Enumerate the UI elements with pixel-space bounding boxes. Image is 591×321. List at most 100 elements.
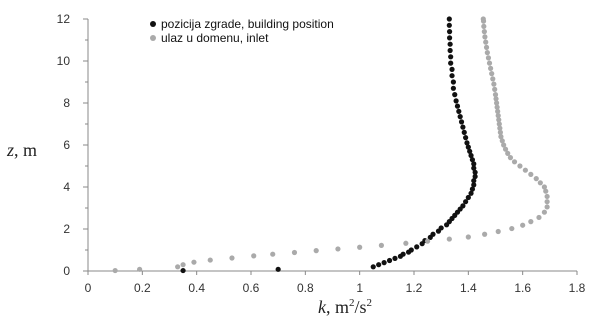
x-tick-label: 1 xyxy=(356,281,363,295)
data-point xyxy=(472,169,478,175)
data-point xyxy=(376,262,382,268)
data-point xyxy=(408,247,414,253)
data-point xyxy=(357,244,363,250)
data-point xyxy=(424,238,431,244)
data-point xyxy=(484,50,490,56)
data-point xyxy=(180,267,186,274)
data-point xyxy=(502,146,509,152)
data-point xyxy=(522,167,528,173)
data-point xyxy=(456,108,462,114)
y-tick-label: 6 xyxy=(63,138,70,152)
data-point xyxy=(446,35,453,41)
data-point xyxy=(505,150,511,156)
legend-label-inlet: ulaz u domenu, inlet xyxy=(161,31,269,45)
legend-label-building-position: pozicija zgrade, building position xyxy=(161,17,334,31)
data-point xyxy=(461,129,467,135)
data-point xyxy=(430,231,436,237)
data-point xyxy=(275,266,281,272)
data-point xyxy=(483,39,489,45)
data-point xyxy=(541,184,548,190)
data-point xyxy=(496,121,502,127)
data-point xyxy=(509,225,515,232)
data-point xyxy=(450,85,456,91)
data-point xyxy=(270,251,276,257)
x-tick-label: 1.6 xyxy=(514,281,531,295)
data-point xyxy=(499,138,505,144)
data-point xyxy=(497,125,503,131)
data-point xyxy=(528,171,534,177)
series-inlet xyxy=(112,16,550,274)
data-point xyxy=(449,66,455,72)
x-tick-label: 0.6 xyxy=(243,281,260,295)
series-layer xyxy=(112,16,550,274)
data-point xyxy=(544,193,550,200)
data-point xyxy=(465,194,471,201)
data-point xyxy=(465,144,471,150)
data-point xyxy=(463,135,469,141)
data-point xyxy=(175,264,181,270)
data-point xyxy=(467,148,473,154)
data-point xyxy=(447,47,453,54)
data-point xyxy=(492,86,498,92)
y-tick-label: 8 xyxy=(63,96,70,110)
data-point xyxy=(488,65,494,71)
data-point xyxy=(483,44,490,50)
y-tick-label: 2 xyxy=(63,222,70,236)
data-point xyxy=(501,142,507,148)
y-tick-label: 10 xyxy=(57,54,71,68)
data-point xyxy=(112,267,118,274)
data-point xyxy=(229,255,235,261)
data-point xyxy=(536,214,542,221)
data-point xyxy=(191,259,197,265)
data-point xyxy=(491,81,497,87)
data-point xyxy=(471,178,477,184)
data-point xyxy=(446,22,452,28)
data-point xyxy=(450,79,456,85)
data-point xyxy=(471,161,477,167)
data-point xyxy=(458,119,465,125)
data-point xyxy=(492,92,499,98)
data-point xyxy=(460,124,466,130)
data-point xyxy=(335,246,341,252)
data-point xyxy=(537,180,543,186)
data-point xyxy=(453,98,459,104)
data-point xyxy=(313,248,319,254)
data-point xyxy=(446,16,452,22)
data-point xyxy=(468,152,474,159)
data-point xyxy=(403,240,409,246)
data-point xyxy=(381,260,387,266)
data-point xyxy=(498,134,504,140)
data-point xyxy=(291,249,298,256)
data-point xyxy=(370,264,376,270)
data-point xyxy=(449,73,455,79)
y-tick-label: 4 xyxy=(63,180,70,194)
legend-marker-inlet xyxy=(150,35,156,41)
data-point xyxy=(495,108,501,114)
data-point xyxy=(490,76,496,82)
data-point xyxy=(446,236,452,242)
data-point xyxy=(392,255,398,261)
x-tick-label: 1.2 xyxy=(406,281,423,295)
data-point xyxy=(482,231,488,237)
y-axis-title: z, m xyxy=(6,140,37,160)
data-point xyxy=(511,159,518,165)
x-axis-title: k, m2/s2 xyxy=(318,297,372,317)
data-point xyxy=(541,209,548,215)
x-tick-label: 1.8 xyxy=(569,281,586,295)
data-point xyxy=(544,199,550,205)
data-point xyxy=(533,176,539,182)
data-point xyxy=(469,157,476,163)
data-point xyxy=(543,188,549,194)
data-point xyxy=(486,60,493,66)
x-tick-label: 1.4 xyxy=(460,281,477,295)
data-point xyxy=(452,92,458,98)
data-point xyxy=(528,219,534,225)
y-tick-label: 0 xyxy=(63,264,70,278)
data-point xyxy=(493,100,500,106)
data-point xyxy=(480,16,486,22)
data-point xyxy=(447,41,453,47)
data-point xyxy=(251,253,257,259)
data-point xyxy=(482,34,488,40)
data-point xyxy=(472,173,478,180)
data-point xyxy=(544,204,550,210)
